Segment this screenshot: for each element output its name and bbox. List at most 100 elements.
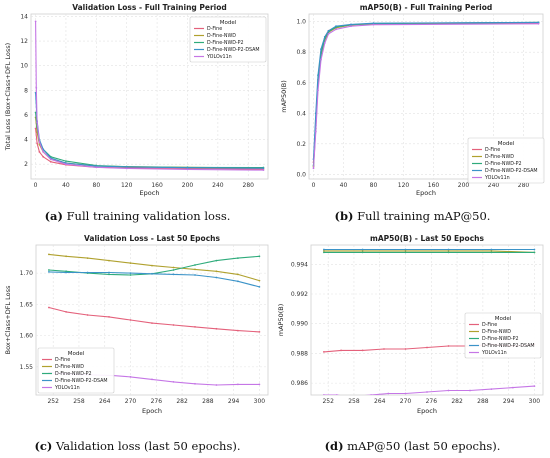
- series-point-d-fine-nwd-p2: [361, 251, 364, 254]
- y-tick-label: 1.65: [20, 301, 34, 308]
- x-tick-label: 80: [370, 182, 378, 189]
- legend-label-d-fine-nwd-p2-dsam: D-Fine-NWD-P2-DSAM: [207, 47, 260, 53]
- series-point-yolov11n: [215, 384, 218, 386]
- series-point-d-fine-nwd-p2-dsam: [172, 273, 175, 276]
- series-point-yolov11n: [537, 22, 540, 25]
- legend-label-d-fine-nwd-p2: D-Fine-NWD-P2: [485, 161, 522, 167]
- series-point-yolov11n: [447, 389, 450, 392]
- series-point-yolov11n: [426, 391, 428, 393]
- series-point-d-fine-nwd: [323, 250, 325, 252]
- series-line-d-fine-nwd-p2-dsam: [312, 21, 539, 160]
- legend-label-d-fine-nwd-p2: D-Fine-NWD-P2: [55, 371, 92, 377]
- series-point-yolov11n: [35, 87, 38, 89]
- x-tick-label: 300: [254, 398, 266, 405]
- chart-title: mAP50(B) - Full Training Period: [360, 3, 493, 12]
- series-point-yolov11n: [95, 166, 98, 169]
- series-point-d-fine: [34, 127, 37, 130]
- y-tick-label: 1.55: [20, 364, 34, 371]
- series-point-d-fine-nwd-p2-dsam: [262, 167, 265, 170]
- x-tick-label: 276: [151, 398, 163, 405]
- caption-a: (a) Full training validation loss.: [0, 209, 275, 223]
- x-tick-label: 0: [34, 182, 38, 189]
- legend-label-d-fine-nwd-p2-dsam: D-Fine-NWD-P2-DSAM: [55, 378, 108, 384]
- series-point-yolov11n: [317, 89, 319, 92]
- series-point-yolov11n: [335, 28, 337, 31]
- legend-label-yolov11n: YOLOv11n: [54, 385, 80, 391]
- series-point-d-fine-nwd: [151, 264, 153, 267]
- series-point-d-fine-nwd-p2-dsam: [65, 271, 67, 274]
- series-point-d-fine-nwd: [48, 253, 50, 256]
- series-point-d-fine-nwd-p2-dsam: [350, 23, 352, 26]
- y-axis-label: Total Loss (Box+Class+DFL Loss): [4, 43, 12, 151]
- series-point-d-fine-nwd-p2-dsam: [186, 166, 189, 169]
- series-point-d-fine-nwd-p2: [48, 269, 50, 271]
- legend-box: [467, 137, 545, 184]
- series-point-d-fine: [108, 316, 110, 318]
- series-line-d-fine-nwd: [323, 250, 535, 253]
- series-point-d-fine: [323, 351, 325, 353]
- series-point-d-fine-nwd-p2-dsam: [48, 271, 50, 273]
- y-tick-label: 1.0: [296, 19, 306, 26]
- series-point-yolov11n: [194, 382, 196, 385]
- series-point-d-fine: [340, 349, 342, 352]
- series-point-d-fine: [49, 160, 52, 163]
- series-point-yolov11n: [387, 392, 390, 395]
- series-point-d-fine-nwd-p2-dsam: [447, 248, 450, 251]
- x-tick-label: 280: [518, 182, 530, 189]
- legend-box: [37, 347, 115, 394]
- series-point-yolov11n: [335, 394, 338, 395]
- series-point-d-fine-nwd-p2-dsam: [258, 286, 261, 288]
- legend-title: Model: [220, 20, 237, 26]
- y-tick-label: 0.986: [291, 380, 308, 387]
- series-point-d-fine-nwd-p2: [258, 255, 261, 258]
- series-point-yolov11n: [372, 23, 375, 26]
- y-tick-label: 8: [24, 87, 28, 94]
- x-tick-label: 270: [400, 398, 412, 405]
- series-point-d-fine-nwd: [129, 262, 132, 264]
- series-point-yolov11n: [370, 394, 372, 395]
- y-tick-label: 12: [20, 38, 28, 45]
- series-point-d-fine-nwd: [404, 250, 407, 252]
- chart-title: Validation Loss - Last 50 Epochs: [84, 234, 220, 243]
- series-point-d-fine-nwd: [447, 250, 450, 252]
- series-point-yolov11n: [237, 383, 239, 386]
- x-tick-label: 258: [73, 398, 85, 405]
- legend-label-d-fine: D-Fine: [55, 357, 70, 363]
- legend-box: [189, 16, 267, 63]
- x-tick-label: 0: [312, 182, 316, 189]
- legend-label-d-fine: D-Fine: [485, 147, 500, 153]
- series-point-d-fine: [237, 329, 239, 332]
- series-point-d-fine-nwd-p2-dsam: [237, 280, 239, 283]
- x-tick-label: 120: [398, 182, 410, 189]
- legend-label-d-fine-nwd-p2: D-Fine-NWD-P2: [207, 40, 244, 46]
- caption-a-label: (a): [44, 209, 63, 223]
- legend-box: [464, 312, 542, 359]
- x-tick-label: 282: [451, 398, 463, 405]
- series-point-d-fine-nwd-p2: [194, 264, 196, 266]
- series-point-d-fine-nwd-p2-dsam: [372, 22, 375, 25]
- series-point-d-fine-nwd-p2-dsam: [151, 272, 153, 275]
- y-tick-label: 0.6: [296, 80, 306, 87]
- series-point-d-fine: [36, 142, 38, 145]
- x-tick-label: 160: [428, 182, 440, 189]
- series-point-yolov11n: [262, 169, 265, 172]
- legend-label-yolov11n: YOLOv11n: [206, 54, 232, 60]
- series-point-yolov11n: [345, 396, 347, 398]
- series-point-d-fine: [151, 322, 153, 324]
- series-point-d-fine: [172, 324, 175, 326]
- series-group: [48, 253, 261, 386]
- series-point-d-fine: [447, 345, 450, 347]
- series-point-d-fine-nwd: [86, 257, 89, 259]
- series-point-yolov11n: [172, 381, 175, 383]
- series-point-yolov11n: [36, 121, 38, 124]
- legend-label-d-fine-nwd: D-Fine-NWD: [207, 33, 236, 39]
- chart-panel-c: 252 258 264 270 276 282 288 294 300 1.55 1.60 1.65 1…: [4, 234, 269, 415]
- series-point-d-fine-nwd-p2-dsam: [320, 48, 322, 50]
- series-point-d-fine-nwd: [215, 270, 218, 273]
- series-point-d-fine-nwd: [361, 250, 364, 252]
- series-point-yolov11n: [65, 163, 67, 166]
- x-tick-label: 282: [176, 398, 188, 405]
- series-point-d-fine: [383, 348, 385, 350]
- series-point-d-fine: [42, 155, 45, 158]
- x-tick-label: 288: [477, 398, 489, 405]
